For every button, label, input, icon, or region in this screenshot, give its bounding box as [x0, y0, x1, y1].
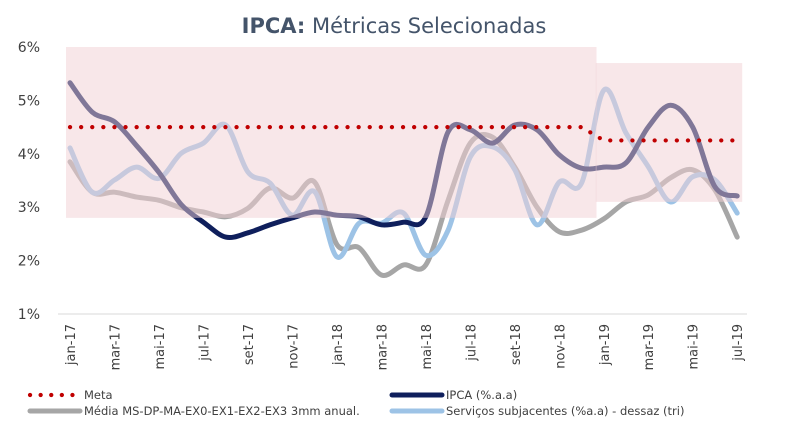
x-tick-label: jul-17 [197, 324, 212, 362]
x-tick-label: mai-17 [153, 324, 168, 369]
x-tick-label: mai-18 [420, 324, 435, 369]
tolerance-band [66, 47, 597, 218]
meta-series [67, 125, 740, 143]
chart-title-bold: IPCA: [242, 14, 306, 38]
legend-label: Média MS-DP-MA-EX0-EX1-EX2-EX3 3mm anual… [84, 404, 360, 418]
x-tick-label: mar-19 [642, 324, 657, 370]
legend-label: Serviços subjacentes (%a.a) - dessaz (tr… [446, 404, 684, 418]
y-axis-ticks: 1% 2% 3% 4% 5% 6% [18, 40, 40, 323]
x-tick-label: set-18 [509, 324, 524, 365]
legend-item-meta: Meta [27, 388, 113, 402]
legend: Meta IPCA (%.a.a) Média MS-DP-MA-EX0-EX1-E… [27, 388, 684, 418]
x-axis-ticks: jan-17 mar-17 mai-17 jul-17 set-17 nov-17 jan-… [64, 324, 746, 370]
legend-label: Meta [84, 388, 113, 402]
svg-text:IPCA: Métricas Selecionadas: IPCA: Métricas Selecionadas [242, 14, 547, 38]
y-tick-label: 6% [18, 40, 40, 56]
y-tick-label: 4% [18, 147, 40, 163]
x-tick-label: jul-19 [731, 324, 746, 362]
legend-item-media-ms-dp-ma-ex0-ex1-ex2-ex3-3mm-anual: Média MS-DP-MA-EX0-EX1-EX2-EX3 3mm anual… [27, 404, 360, 418]
y-tick-label: 5% [18, 93, 40, 109]
chart-title-rest: Métricas Selecionadas [305, 14, 546, 38]
x-tick-label: set-17 [242, 324, 257, 365]
x-tick-label: mar-17 [108, 324, 123, 370]
x-tick-label: jan-17 [64, 324, 79, 366]
x-tick-label: mar-18 [375, 324, 390, 370]
x-tick-label: mai-19 [687, 324, 702, 369]
chart-title: IPCA: Métricas Selecionadas [242, 14, 547, 38]
x-tick-label: jan-18 [331, 324, 346, 366]
tolerance-bands [66, 47, 743, 218]
x-tick-label: jul-18 [464, 324, 479, 362]
legend-label: IPCA (%.a.a) [446, 388, 517, 402]
y-tick-label: 1% [18, 307, 40, 323]
x-tick-label: jan-19 [598, 324, 613, 366]
x-tick-label: nov-18 [553, 324, 568, 369]
tolerance-band [595, 63, 743, 202]
legend-item-servicos-subjacentes-a-a-dessaz-tri: Serviços subjacentes (%a.a) - dessaz (tr… [389, 404, 684, 418]
legend-item-ipca-a-a: IPCA (%.a.a) [389, 388, 517, 402]
series-line-meta [67, 125, 740, 143]
x-tick-label: nov-17 [286, 324, 301, 369]
y-tick-label: 3% [18, 200, 40, 216]
y-tick-label: 2% [18, 254, 40, 270]
